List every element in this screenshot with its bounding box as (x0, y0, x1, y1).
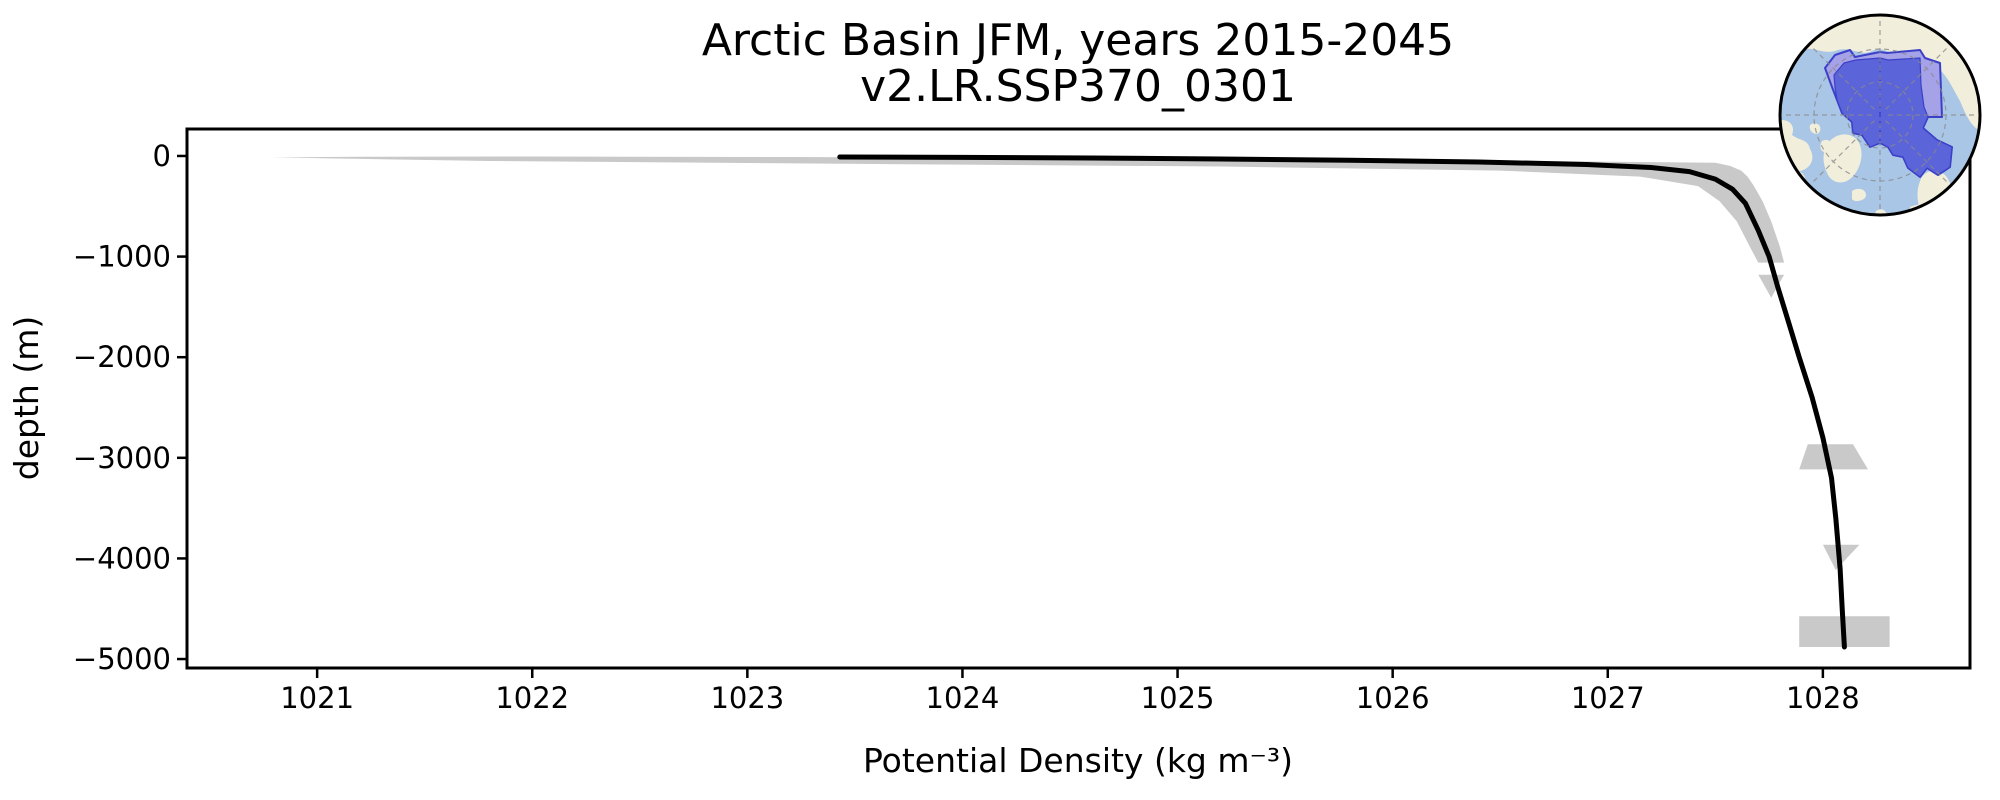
y-tick-label: −2000 (73, 340, 171, 374)
x-tick-label: 1021 (280, 681, 354, 715)
y-tick-label: −5000 (73, 642, 171, 676)
x-axis-label: Potential Density (kg m⁻³) (863, 741, 1293, 780)
y-tick-label: −4000 (73, 541, 171, 575)
x-tick-label: 1023 (710, 681, 784, 715)
x-tick-label: 1024 (926, 681, 1000, 715)
map-border-circle (1778, 13, 1982, 217)
y-tick-label: 0 (153, 139, 171, 173)
chart-title: Arctic Basin JFM, years 2015-2045 (702, 15, 1454, 66)
std-envelope-shape (272, 156, 1785, 263)
map-land-scandinavia (1917, 170, 1952, 215)
map-graticule (1782, 17, 1978, 213)
x-tick-label: 1028 (1786, 681, 1860, 715)
y-tick-label: −3000 (73, 441, 171, 475)
plot-border (185, 127, 1972, 670)
map-land-eurasia (1794, 15, 1980, 131)
map-land-iceland (1852, 188, 1866, 202)
x-tick-label: 1027 (1571, 681, 1645, 715)
y-axis-label: depth (m) (7, 316, 46, 480)
x-tick-label: 1025 (1141, 681, 1215, 715)
x-tick-label: 1022 (495, 681, 569, 715)
map-land-uk (1874, 209, 1887, 215)
chart-subtitle: v2.LR.SSP370_0301 (860, 61, 1296, 112)
std-envelope-shape (1799, 444, 1868, 470)
map-region-core (1833, 57, 1953, 178)
map-land-greenland (1823, 134, 1862, 183)
arctic-map-inset (1778, 13, 1982, 217)
mean-profile-line (837, 154, 1847, 650)
x-tick-label: 1026 (1356, 681, 1430, 715)
y-tick-label: −1000 (73, 240, 171, 274)
